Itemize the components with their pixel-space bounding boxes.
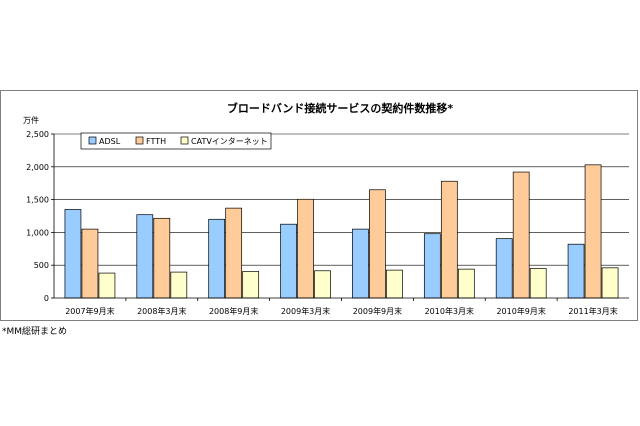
y-tick-label: 2,000 bbox=[26, 163, 49, 172]
y-tick-label: 1,000 bbox=[26, 228, 49, 237]
bar-adsl bbox=[208, 218, 226, 299]
bar-catv bbox=[457, 268, 475, 299]
x-tick-label: 2007年9月末 bbox=[65, 306, 114, 316]
bar-catv bbox=[529, 268, 547, 299]
x-tick-label: 2009年3月末 bbox=[281, 306, 330, 316]
legend-box bbox=[80, 132, 272, 150]
bar-ftth bbox=[225, 207, 243, 299]
y-tick-label: 500 bbox=[34, 261, 49, 270]
x-tick-label: 2008年3月末 bbox=[137, 306, 186, 316]
y-tick-label: 1,500 bbox=[26, 196, 49, 205]
x-tick-label: 2011年3月末 bbox=[568, 306, 617, 316]
bar-ftth bbox=[81, 228, 99, 299]
chart-title: ブロードバンド接続サービスの契約件数推移* bbox=[227, 101, 454, 115]
bar-adsl bbox=[280, 223, 297, 299]
bar-adsl bbox=[136, 214, 154, 299]
x-tick-label: 2010年3月末 bbox=[425, 306, 474, 316]
bar-adsl bbox=[567, 243, 585, 299]
legend-swatch-adsl bbox=[88, 136, 97, 145]
bar-adsl bbox=[495, 238, 513, 299]
bar-catv bbox=[170, 271, 188, 299]
legend-label-adsl: ADSL bbox=[99, 137, 121, 146]
y-tick-label: 0 bbox=[44, 294, 49, 303]
bar-adsl bbox=[423, 233, 441, 299]
bar-chart: ブロードバンド接続サービスの契約件数推移* 万件 0 500 1,000 1,500 2… bbox=[23, 101, 629, 316]
legend-label-ftth: FTTH bbox=[146, 137, 166, 146]
axes: 0 500 1,000 1,500 2,000 2,500 2007年9月末 2008年3月末… bbox=[26, 130, 629, 316]
bar-catv bbox=[386, 269, 403, 299]
y-tick-label: 2,500 bbox=[26, 130, 49, 139]
bar-catv bbox=[242, 271, 260, 299]
chart-frame: ブロードバンド接続サービスの契約件数推移* 万件 0 500 1,000 1,500 2… bbox=[0, 90, 638, 321]
bar-ftth bbox=[440, 180, 458, 299]
footnote: *MM総研まとめ bbox=[2, 327, 68, 337]
bar-adsl bbox=[64, 209, 82, 299]
bar-ftth bbox=[297, 198, 314, 299]
bar-ftth bbox=[369, 189, 386, 299]
legend-swatch-ftth bbox=[135, 136, 144, 145]
legend-swatch-catv bbox=[180, 136, 189, 145]
x-tick-label: 2008年9月末 bbox=[209, 306, 258, 316]
x-tick-label: 2010年9月末 bbox=[496, 306, 545, 316]
legend-label-catv: CATVインターネット bbox=[191, 137, 268, 146]
legend: ADSL FTTH CATVインターネット bbox=[80, 132, 272, 150]
bar-ftth bbox=[584, 164, 602, 299]
bar-catv bbox=[98, 272, 116, 299]
bar-catv bbox=[314, 270, 331, 299]
bar-ftth bbox=[153, 217, 171, 299]
bar-adsl bbox=[352, 228, 369, 299]
x-tick-label: 2009年9月末 bbox=[353, 306, 402, 316]
bar-catv bbox=[601, 267, 619, 299]
bar-ftth bbox=[512, 171, 530, 299]
y-axis-unit-label: 万件 bbox=[23, 115, 39, 125]
